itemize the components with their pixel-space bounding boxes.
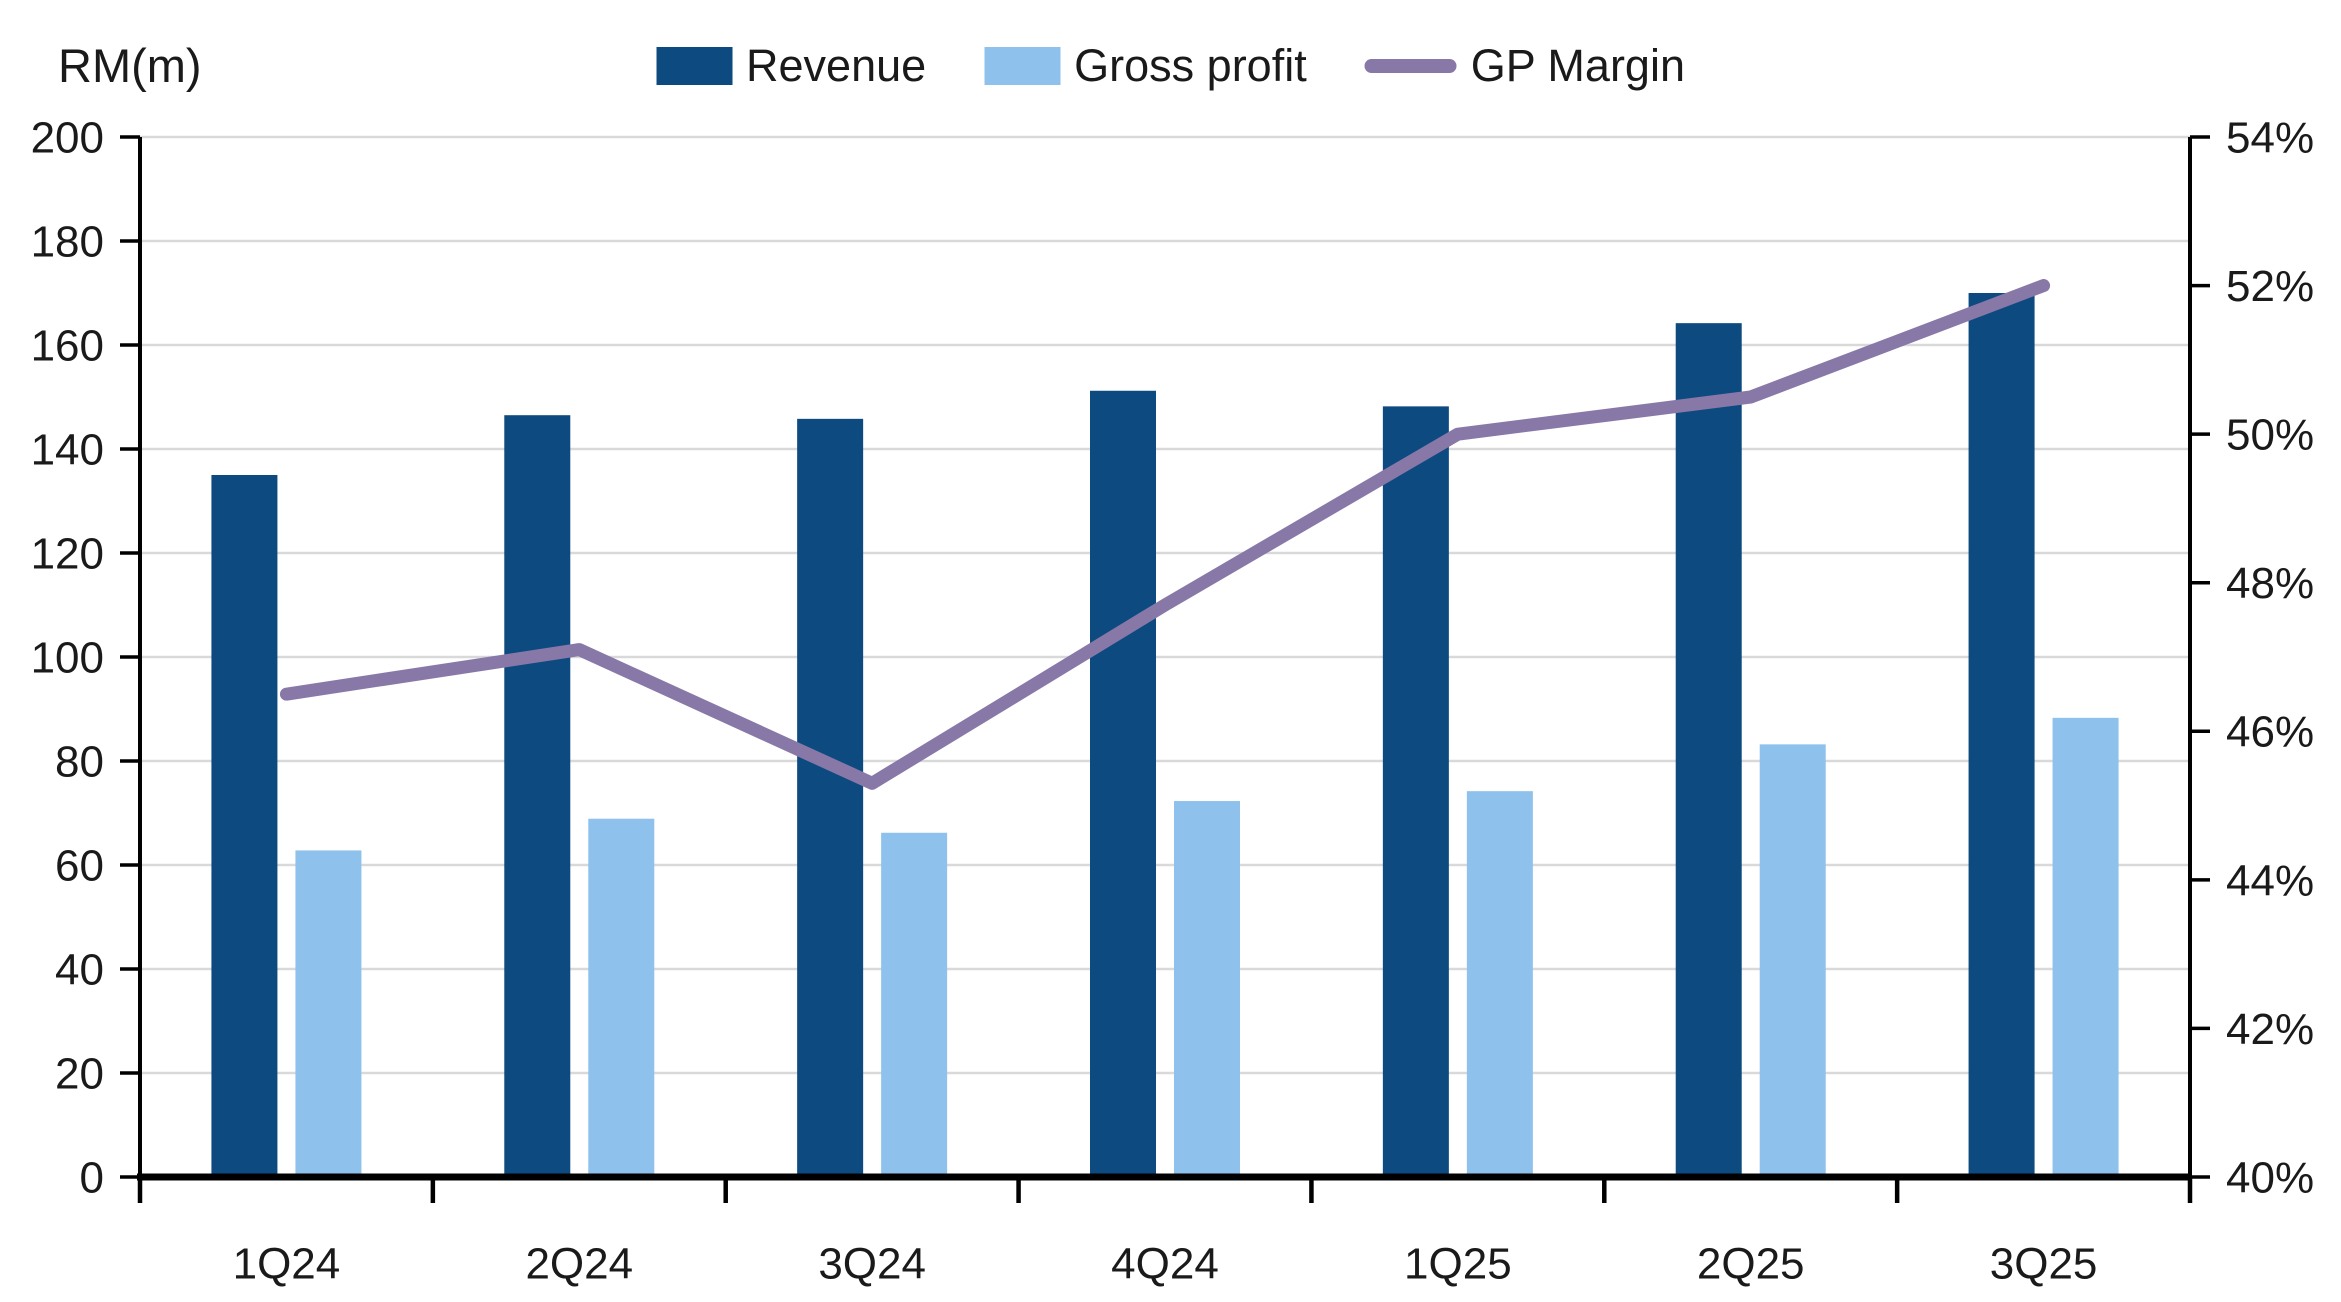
legend-item-revenue: Revenue (656, 40, 926, 92)
legend-label-gross-profit: Gross profit (1074, 40, 1307, 91)
revenue-bar-3Q25 (1968, 293, 2035, 1177)
gross-profit-bar-1Q25 (1466, 791, 1533, 1177)
x-axis-label-1Q24: 1Q24 (233, 1240, 341, 1289)
revenue-bar-2Q25 (1675, 323, 1742, 1177)
gp-margin-line (279, 279, 2051, 790)
gross-profit-bar-2Q25 (1759, 744, 1826, 1177)
gross-profit-bar-3Q25 (2052, 717, 2119, 1177)
left-axis-label-60: 60 (55, 841, 104, 890)
legend-label-revenue: Revenue (746, 40, 927, 91)
right-axis-label-44%: 44% (2226, 856, 2314, 905)
left-axis-label-160: 160 (31, 321, 104, 370)
gross-profit-swatch-icon (984, 47, 1061, 85)
x-axis-label-4Q24: 4Q24 (1111, 1240, 1219, 1289)
gross-profit-bar-4Q24 (1174, 801, 1240, 1177)
right-axis-label-48%: 48% (2226, 559, 2314, 608)
x-axis-label-3Q25: 3Q25 (1990, 1240, 2098, 1289)
right-axis-label-50%: 50% (2226, 411, 2314, 460)
legend-item-gross-profit: Gross profit (984, 40, 1307, 92)
revenue-bar-3Q24 (797, 418, 864, 1178)
left-axis-label-20: 20 (55, 1049, 104, 1098)
x-axis-label-2Q25: 2Q25 (1697, 1240, 1805, 1289)
right-axis-label-46%: 46% (2226, 708, 2314, 757)
right-axis-label-40%: 40% (2226, 1153, 2314, 1202)
right-axis-label-42%: 42% (2226, 1005, 2314, 1054)
gross-profit-bar-3Q24 (881, 832, 948, 1177)
left-axis-label-0: 0 (80, 1153, 104, 1202)
right-axis-label-54%: 54% (2226, 113, 2314, 162)
legend: Revenue Gross profit GP Margin (656, 40, 1685, 92)
left-axis-label-120: 120 (31, 529, 104, 578)
gross-profit-bar-2Q24 (588, 818, 655, 1177)
revenue-bar-2Q24 (504, 415, 571, 1177)
x-axis-label-1Q25: 1Q25 (1404, 1240, 1512, 1289)
legend-label-gp-margin: GP Margin (1470, 40, 1685, 91)
legend-item-gp-margin: GP Margin (1364, 40, 1685, 92)
left-axis-label-80: 80 (55, 737, 104, 786)
left-axis-label-180: 180 (31, 217, 104, 266)
right-axis-label-52%: 52% (2226, 262, 2314, 311)
gp-margin-line-swatch-icon (1364, 59, 1457, 73)
gross-profit-bar-1Q24 (295, 850, 362, 1177)
revenue-bar-1Q24 (211, 475, 278, 1177)
x-axis-label-2Q24: 2Q24 (525, 1240, 633, 1289)
left-axis-unit-label: RM(m) (58, 39, 202, 92)
x-axis-label-3Q24: 3Q24 (818, 1240, 926, 1289)
revenue-swatch-icon (656, 47, 733, 85)
left-axis-label-200: 200 (31, 113, 104, 162)
left-axis-label-40: 40 (55, 945, 104, 994)
left-axis-label-140: 140 (31, 425, 104, 474)
revenue-bar-1Q25 (1382, 406, 1449, 1177)
left-axis-label-100: 100 (31, 633, 104, 682)
revenue-bar-4Q24 (1090, 390, 1156, 1177)
